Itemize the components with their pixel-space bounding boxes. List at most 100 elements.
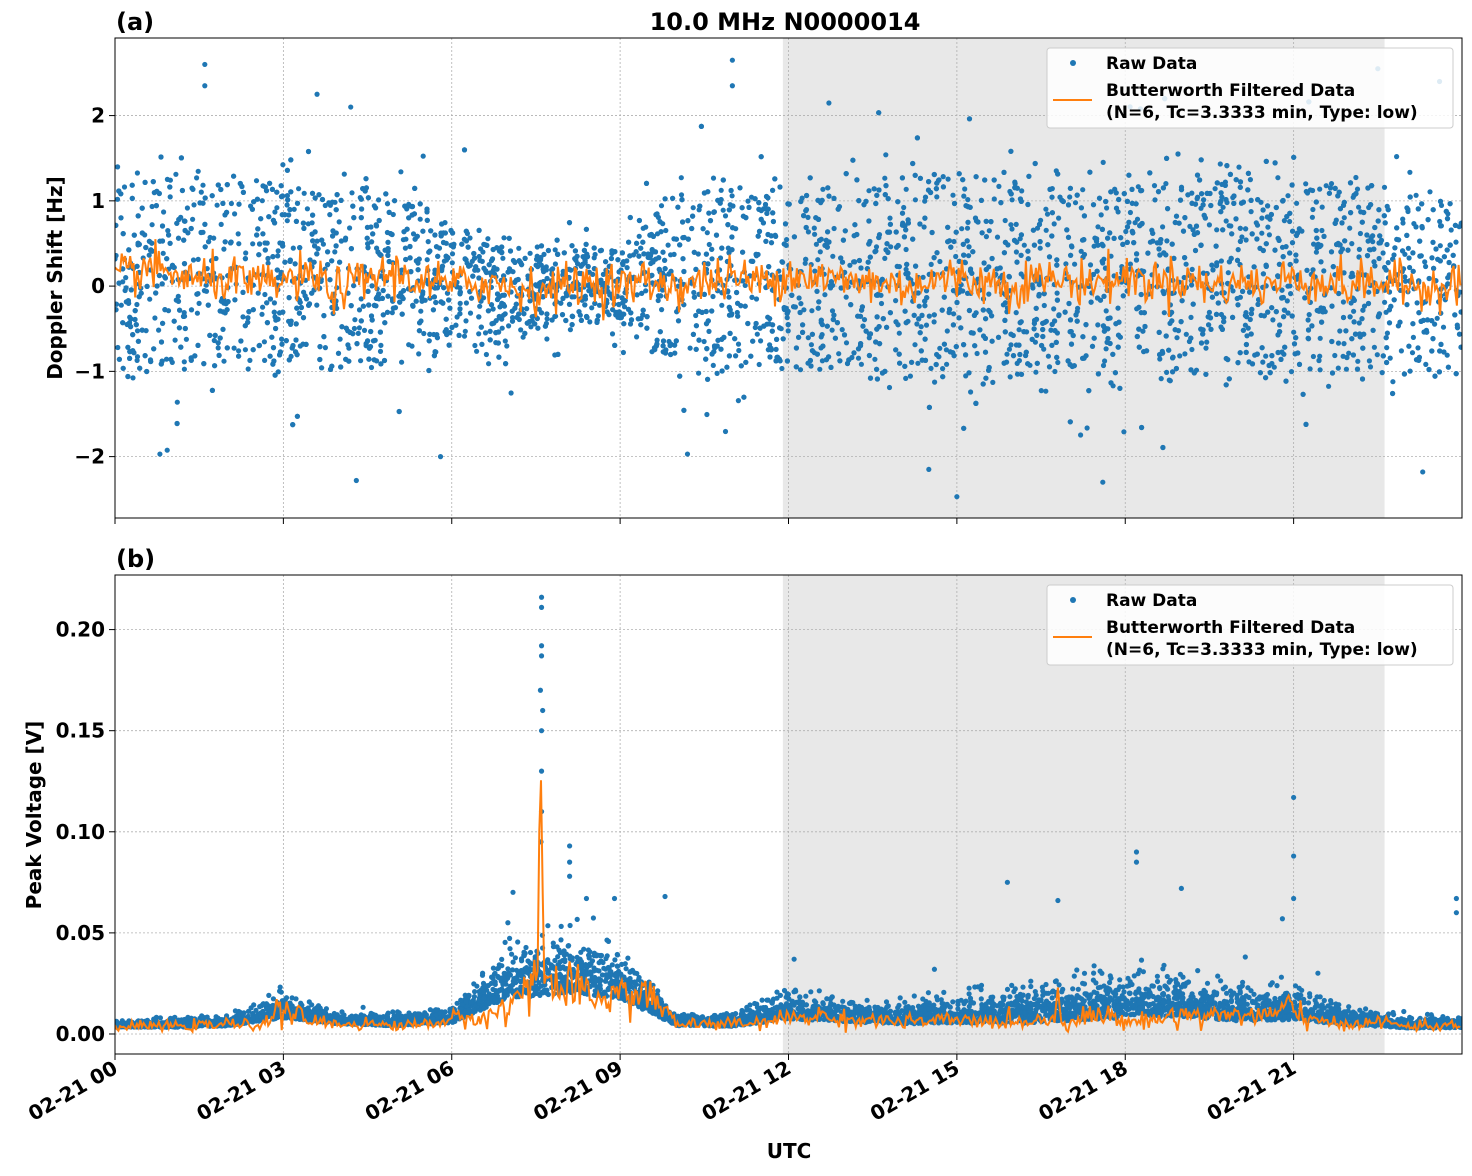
raw-data-point [720, 368, 725, 373]
raw-data-point [826, 100, 831, 105]
raw-data-point [1376, 218, 1381, 223]
raw-data-point [818, 249, 823, 254]
raw-data-point [486, 308, 491, 313]
raw-data-point [329, 258, 334, 263]
raw-data-point [798, 199, 803, 204]
raw-data-point [998, 200, 1003, 205]
raw-data-point [117, 357, 122, 362]
raw-data-point [1297, 362, 1302, 367]
raw-data-point [774, 337, 779, 342]
raw-data-point [354, 341, 359, 346]
raw-data-point [516, 277, 521, 282]
raw-data-point [868, 376, 873, 381]
raw-data-point [466, 264, 471, 269]
raw-data-point [637, 234, 642, 239]
raw-data-point [462, 147, 467, 152]
raw-data-point [177, 325, 182, 330]
raw-data-point [1405, 209, 1410, 214]
raw-data-point [178, 345, 183, 350]
raw-data-point [691, 332, 696, 337]
raw-data-point [1244, 237, 1249, 242]
raw-data-point [942, 342, 947, 347]
raw-data-point [1199, 340, 1204, 345]
raw-data-point [587, 319, 592, 324]
raw-data-point [246, 366, 251, 371]
raw-data-point [238, 338, 243, 343]
raw-data-point [494, 267, 499, 272]
raw-data-point [819, 334, 824, 339]
raw-data-point [150, 204, 155, 209]
raw-data-point [444, 317, 449, 322]
raw-data-point [715, 338, 720, 343]
raw-data-point [1359, 316, 1364, 321]
raw-data-point [859, 308, 864, 313]
raw-data-point [1219, 258, 1224, 263]
raw-data-point [440, 264, 445, 269]
raw-data-point [148, 359, 153, 364]
raw-data-point [1022, 243, 1027, 248]
raw-data-point [409, 344, 414, 349]
raw-data-point [1314, 228, 1319, 233]
raw-data-point [812, 269, 817, 274]
raw-data-point [1049, 343, 1054, 348]
raw-data-point [1066, 301, 1071, 306]
raw-data-point [965, 197, 970, 202]
raw-data-point [499, 244, 504, 249]
raw-data-point [866, 188, 871, 193]
raw-data-point [917, 221, 922, 226]
raw-data-point [366, 357, 371, 362]
raw-data-point [401, 237, 406, 242]
raw-data-point [759, 154, 764, 159]
raw-data-point [953, 254, 958, 259]
raw-data-point [464, 300, 469, 305]
raw-data-point [625, 265, 630, 270]
raw-data-point [826, 194, 831, 199]
raw-data-point [634, 249, 639, 254]
raw-data-point [176, 299, 181, 304]
raw-data-point [825, 245, 830, 250]
raw-data-point [1254, 236, 1259, 241]
raw-data-point [306, 303, 311, 308]
raw-data-point [856, 356, 861, 361]
raw-data-point [1203, 215, 1208, 220]
raw-data-point [1445, 216, 1450, 221]
raw-data-point [1050, 210, 1055, 215]
raw-data-point [1410, 350, 1415, 355]
raw-data-point [1277, 238, 1282, 243]
raw-data-point [365, 236, 370, 241]
raw-data-point [641, 251, 646, 256]
raw-data-point [476, 275, 481, 280]
raw-data-point [733, 353, 738, 358]
raw-data-point [165, 228, 170, 233]
raw-data-point [1353, 175, 1358, 180]
raw-data-point [785, 201, 790, 206]
raw-data-point [273, 373, 278, 378]
raw-data-point [500, 256, 505, 261]
raw-data-point [1453, 240, 1458, 245]
raw-data-point [1040, 327, 1045, 332]
raw-data-point [704, 252, 709, 257]
raw-data-point [1438, 243, 1443, 248]
raw-data-point [1078, 432, 1083, 437]
raw-data-point [131, 350, 136, 355]
raw-data-point [447, 306, 452, 311]
raw-data-point [276, 248, 281, 253]
raw-data-point [220, 201, 225, 206]
raw-data-point [450, 251, 455, 256]
raw-data-point [1011, 353, 1016, 358]
raw-data-point [1066, 235, 1071, 240]
raw-data-point [696, 371, 701, 376]
raw-data-point [310, 238, 315, 243]
raw-data-point [484, 243, 489, 248]
raw-data-point [173, 172, 178, 177]
raw-data-point [433, 300, 438, 305]
raw-data-point [180, 28, 185, 33]
raw-data-point [1309, 323, 1314, 328]
raw-data-point [1045, 242, 1050, 247]
raw-data-point [1445, 247, 1450, 252]
raw-data-point [1365, 253, 1370, 258]
raw-data-point [875, 314, 880, 319]
raw-data-point [255, 226, 260, 231]
raw-data-point [882, 176, 887, 181]
raw-data-point [932, 172, 937, 177]
